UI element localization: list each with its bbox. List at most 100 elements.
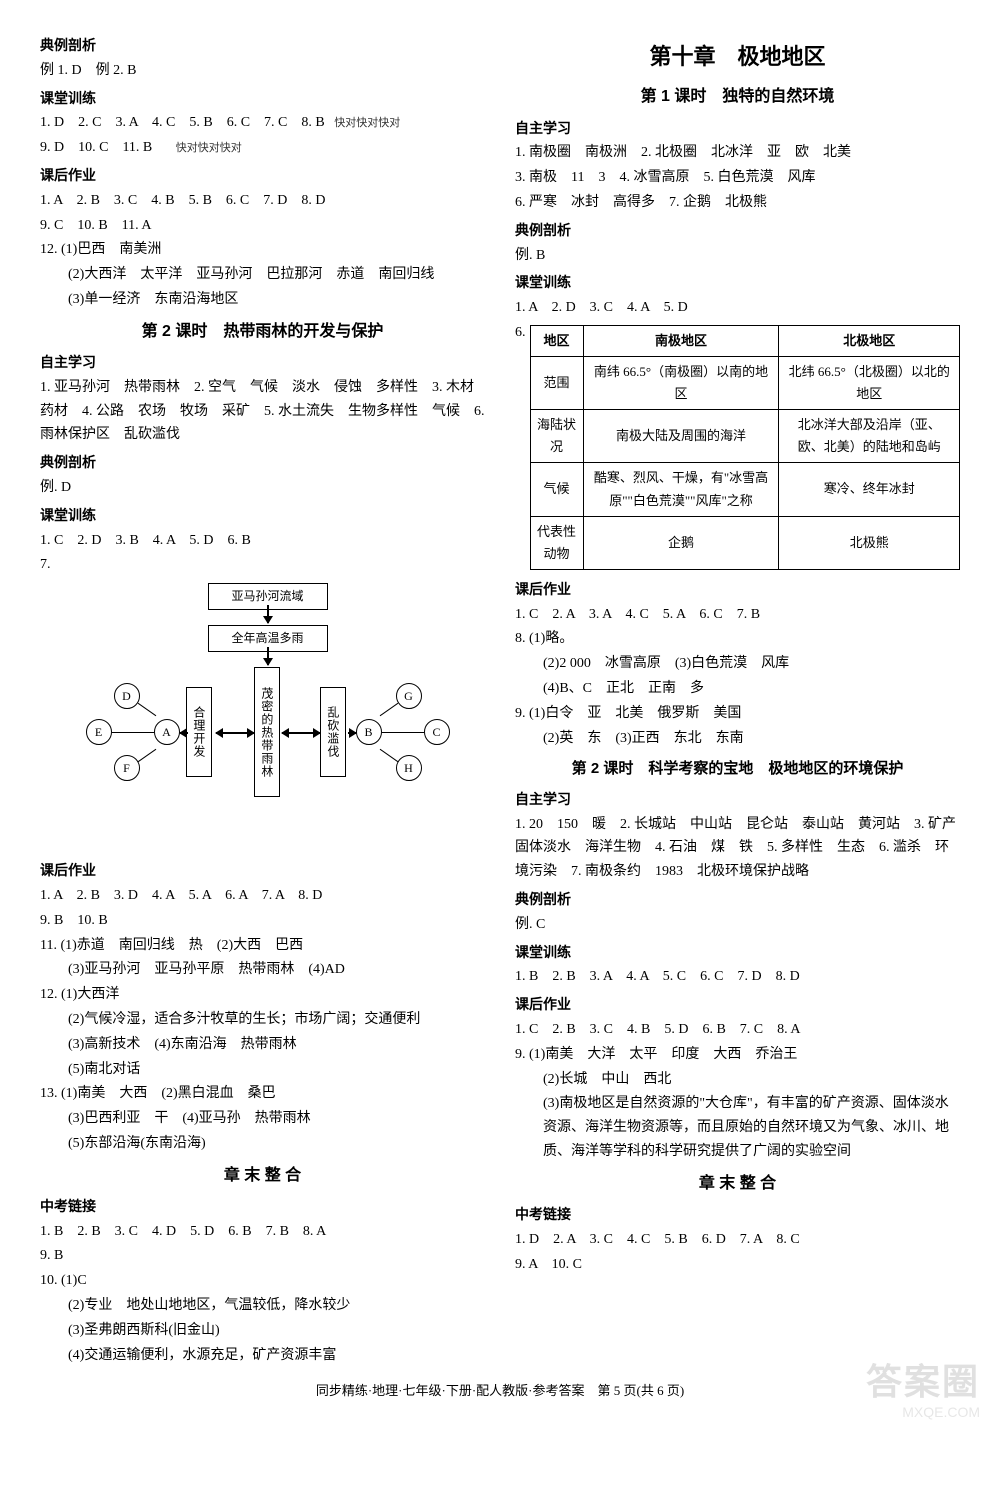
table-qnum: 6. <box>515 321 526 345</box>
table-cell: 南极地区 <box>583 325 779 356</box>
section-ktxl: 课堂训练 <box>515 941 960 965</box>
circle-B: B <box>356 719 382 745</box>
right-column: 第十章 极地地区 第 1 课时 独特的自然环境 自主学习 1. 南极圈 南极洲 … <box>515 30 960 1368</box>
text-line: (3)单一经济 东南沿海地区 <box>40 288 485 312</box>
section-ktxl: 课堂训练 <box>40 87 485 111</box>
section-zzxx: 自主学习 <box>515 117 960 141</box>
text-line: 9. (1)白令 亚 北美 俄罗斯 美国 <box>515 702 960 726</box>
arrow-icon <box>267 647 269 665</box>
section-zzxx: 自主学习 <box>515 788 960 812</box>
section-khzy: 课后作业 <box>40 859 485 883</box>
text-line: 9. A 10. C <box>515 1253 960 1277</box>
lesson-title: 第 2 课时 科学考察的宝地 极地地区的环境保护 <box>515 756 960 782</box>
answers: 1. D 2. C 3. A 4. C 5. B 6. C 7. C 8. B <box>40 115 325 130</box>
text-line: 11. (1)赤道 南回归线 热 (2)大西 巴西 <box>40 934 485 958</box>
circle-G: G <box>396 683 422 709</box>
text-line: (5)南北对话 <box>40 1058 485 1082</box>
table-cell: 北纬 66.5°（北极圈）以北的地区 <box>779 357 960 410</box>
text-line: (3)巴西利亚 干 (4)亚马孙 热带雨林 <box>40 1107 485 1131</box>
circle-F: F <box>114 755 140 781</box>
text-line: (4)B、C 正北 正南 多 <box>515 677 960 701</box>
circle-C: C <box>424 719 450 745</box>
diagram-box-center: 茂密的热带雨林 <box>254 667 280 797</box>
answers: 9. D 10. C 11. B <box>40 140 152 155</box>
lesson-title: 第 1 课时 独特的自然环境 <box>515 83 960 110</box>
text-line: (5)东部沿海(东南沿海) <box>40 1132 485 1156</box>
text-line: 1. B 2. B 3. C 4. D 5. D 6. B 7. B 8. A <box>40 1220 485 1244</box>
text-line: 1. 南极圈 南极洲 2. 北极圈 北冰洋 亚 欧 北美 <box>515 141 960 165</box>
comparison-table: 地区 南极地区 北极地区 范围 南纬 66.5°（南极圈）以南的地区 北纬 66… <box>530 325 961 570</box>
table-cell: 地区 <box>530 325 583 356</box>
arrow-icon <box>282 732 320 734</box>
text-line: (2)长城 中山 西北 <box>515 1068 960 1092</box>
arrow-icon <box>348 732 356 734</box>
section-zklj: 中考链接 <box>515 1203 960 1227</box>
margin-note: 快对快对快对 <box>334 117 400 129</box>
section-dlpx: 典例剖析 <box>40 34 485 58</box>
line <box>379 703 398 716</box>
watermark-sub: MXQE.COM <box>902 1401 980 1425</box>
table-cell: 南极大陆及周围的海洋 <box>583 410 779 463</box>
line <box>382 732 424 733</box>
text-line: (3)南极地区是自然资源的"大仓库"，有丰富的矿产资源、固体淡水资源、海洋生物资… <box>515 1092 960 1163</box>
text-line: 1. B 2. B 3. A 4. A 5. C 6. C 7. D 8. D <box>515 965 960 989</box>
arrow-icon <box>180 732 188 734</box>
margin-note: 快对快对快对 <box>176 142 242 154</box>
section-khzy: 课后作业 <box>515 993 960 1017</box>
chapter-title: 第十章 极地地区 <box>515 38 960 75</box>
table-cell: 北极地区 <box>779 325 960 356</box>
arrow-icon <box>267 605 269 623</box>
section-zzxx: 自主学习 <box>40 351 485 375</box>
diagram-box-right: 乱砍滥伐 <box>320 687 346 777</box>
arrow-icon <box>216 732 254 734</box>
section-dlpx: 典例剖析 <box>515 888 960 912</box>
circle-E: E <box>86 719 112 745</box>
text-line: (2)专业 地处山地地区，气温较低，降水较少 <box>40 1294 485 1318</box>
table-cell: 气候 <box>530 463 583 516</box>
text-line: (2)气候冷湿，适合多汁牧草的生长；市场广阔；交通便利 <box>40 1008 485 1032</box>
section-dlpx: 典例剖析 <box>40 451 485 475</box>
text-line: 6. 严寒 冰封 高得多 7. 企鹅 北极熊 <box>515 191 960 215</box>
text-line: 8. (1)略。 <box>515 627 960 651</box>
text-line: 1. D 2. A 3. C 4. C 5. B 6. D 7. A 8. C <box>515 1228 960 1252</box>
left-column: 典例剖析 例 1. D 例 2. B 课堂训练 1. D 2. C 3. A 4… <box>40 30 485 1368</box>
diagram-box-left: 合理开发 <box>186 687 212 777</box>
circle-H: H <box>396 755 422 781</box>
text-line: 9. B <box>40 1244 485 1268</box>
section-khzy: 课后作业 <box>40 164 485 188</box>
text-line: 例. D <box>40 476 485 500</box>
table-cell: 海陆状况 <box>530 410 583 463</box>
section-zmzh: 章 末 整 合 <box>515 1170 960 1197</box>
text-line: 例 1. D 例 2. B <box>40 59 485 83</box>
text-line: (2)2 000 冰雪高原 (3)白色荒漠 风库 <box>515 652 960 676</box>
circle-D: D <box>114 683 140 709</box>
table-row: 范围 南纬 66.5°（南极圈）以南的地区 北纬 66.5°（北极圈）以北的地区 <box>530 357 960 410</box>
text-line: 9. (1)南美 大洋 太平 印度 大西 乔治王 <box>515 1043 960 1067</box>
flowchart-diagram: 亚马孙河流域 全年高温多雨 茂密的热带雨林 合理开发 乱砍滥伐 A D E F … <box>68 583 458 853</box>
page-root: 典例剖析 例 1. D 例 2. B 课堂训练 1. D 2. C 3. A 4… <box>40 30 960 1368</box>
table-cell: 北极熊 <box>779 516 960 569</box>
table-cell: 寒冷、终年冰封 <box>779 463 960 516</box>
text-line: 12. (1)巴西 南美洲 <box>40 238 485 262</box>
table-cell: 代表性动物 <box>530 516 583 569</box>
text-line: 13. (1)南美 大西 (2)黑白混血 桑巴 <box>40 1082 485 1106</box>
text-line: 例. B <box>515 244 960 268</box>
text-line: 3. 南极 11 3 4. 冰雪高原 5. 白色荒漠 风库 <box>515 166 960 190</box>
section-zmzh: 章 末 整 合 <box>40 1162 485 1189</box>
text-line: (3)圣弗朗西斯科(旧金山) <box>40 1319 485 1343</box>
text-line: 1. A 2. D 3. C 4. A 5. D <box>515 296 960 320</box>
line <box>112 732 154 733</box>
table-cell: 企鹅 <box>583 516 779 569</box>
text-line: 1. A 2. B 3. C 4. B 5. B 6. C 7. D 8. D <box>40 189 485 213</box>
table-row: 海陆状况 南极大陆及周围的海洋 北冰洋大部及沿岸（亚、欧、北美）的陆地和岛屿 <box>530 410 960 463</box>
table-row: 地区 南极地区 北极地区 <box>530 325 960 356</box>
line <box>137 749 156 762</box>
page-footer: 同步精练·地理·七年级·下册·配人教版·参考答案 第 5 页(共 6 页) <box>40 1380 960 1402</box>
section-zklj: 中考链接 <box>40 1195 485 1219</box>
table-cell: 酷寒、烈风、干燥，有"冰雪高原""白色荒漠""风库"之称 <box>583 463 779 516</box>
section-ktxl: 课堂训练 <box>40 504 485 528</box>
text-line: (3)高新技术 (4)东南沿海 热带雨林 <box>40 1033 485 1057</box>
table-row: 代表性动物 企鹅 北极熊 <box>530 516 960 569</box>
text-line: 例. C <box>515 913 960 937</box>
text-line: 9. D 10. C 11. B 快对快对快对 <box>40 136 485 160</box>
